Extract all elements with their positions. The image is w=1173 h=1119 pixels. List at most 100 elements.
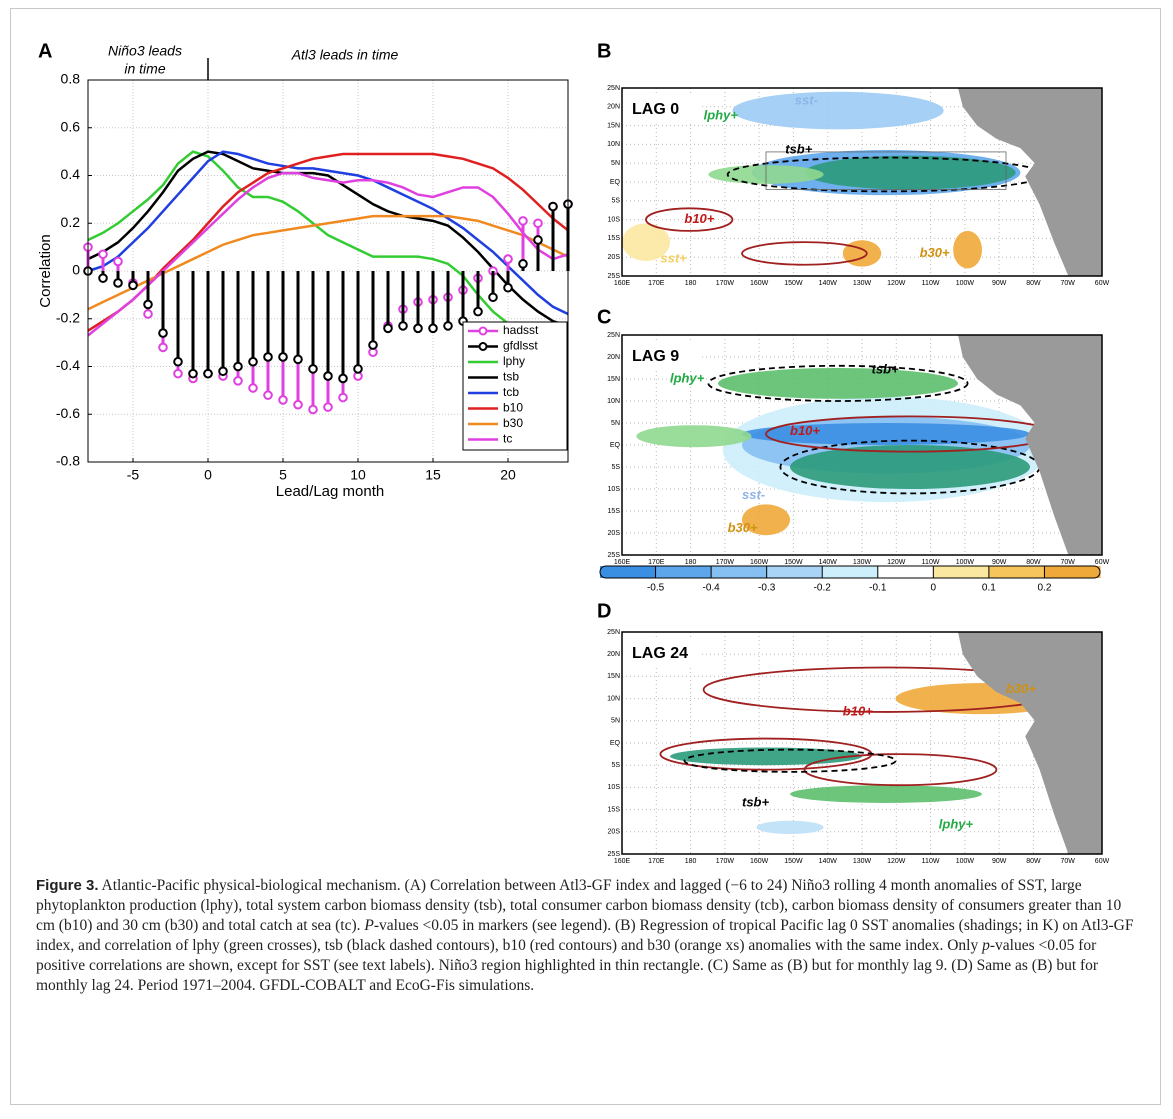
stem-marker bbox=[323, 371, 333, 381]
stem-marker bbox=[473, 306, 483, 317]
stem-marker bbox=[308, 404, 318, 415]
lon-label: 180 bbox=[685, 559, 697, 566]
lon-label: 140W bbox=[819, 280, 838, 287]
lon-label: 170E bbox=[648, 280, 665, 287]
stem-marker bbox=[248, 356, 258, 367]
stem-marker bbox=[413, 323, 423, 334]
stem-marker bbox=[143, 309, 153, 319]
x-tick-label: 5 bbox=[279, 467, 287, 483]
legend-marker bbox=[478, 326, 488, 336]
stem-marker bbox=[203, 368, 213, 379]
colorbar-segment bbox=[988, 566, 1045, 578]
map-label: sst+ bbox=[660, 251, 687, 266]
stem-marker bbox=[353, 364, 363, 374]
map-contour bbox=[803, 753, 998, 787]
map-shading bbox=[742, 423, 1030, 445]
lag-label: LAG 24 bbox=[632, 645, 688, 662]
lon-label: 180 bbox=[685, 858, 697, 865]
land bbox=[958, 88, 1102, 276]
y-tick-label: -0.4 bbox=[56, 357, 80, 373]
stem-marker bbox=[293, 354, 303, 365]
lon-label: 110W bbox=[922, 559, 940, 566]
lon-label: 130W bbox=[853, 559, 872, 566]
map-label: b10+ bbox=[790, 423, 820, 438]
x-tick-label: 20 bbox=[500, 467, 516, 483]
lon-label: 150W bbox=[784, 858, 803, 865]
lat-label: 5N bbox=[611, 160, 620, 167]
nino3-box bbox=[765, 151, 1007, 190]
caption-text: p bbox=[982, 937, 990, 954]
lon-label: 160W bbox=[750, 280, 769, 287]
legend-label: lphy bbox=[503, 354, 525, 368]
map-shading bbox=[742, 504, 790, 536]
stem-marker bbox=[428, 323, 438, 334]
y-tick-label: -0.2 bbox=[56, 309, 80, 325]
map-contour bbox=[707, 364, 969, 402]
colorbar-label: -0.4 bbox=[702, 583, 720, 594]
stem-marker bbox=[383, 323, 393, 334]
lat-label: 20S bbox=[608, 829, 621, 836]
lag-label: LAG 0 bbox=[632, 101, 679, 118]
lon-label: 80W bbox=[1026, 559, 1041, 566]
map-contour bbox=[645, 207, 734, 232]
stem-marker bbox=[98, 273, 108, 283]
caption-text: -values <0.05 for positive correlations … bbox=[36, 937, 1099, 994]
land bbox=[958, 632, 1102, 854]
map-label: lphy+ bbox=[670, 370, 705, 385]
stem-marker bbox=[158, 328, 168, 338]
y-tick-label: 0 bbox=[72, 262, 80, 278]
lon-label: 110W bbox=[922, 858, 940, 865]
colorbar-segment bbox=[711, 566, 768, 578]
lat-label: 20N bbox=[607, 104, 620, 111]
lat-label: 25N bbox=[607, 85, 620, 92]
colorbar-label: -0.5 bbox=[647, 583, 665, 594]
lon-label: 100W bbox=[956, 559, 975, 566]
colorbar-label: -0.1 bbox=[869, 583, 887, 594]
stem-marker bbox=[338, 373, 348, 384]
x-axis-label: Lead/Lag month bbox=[276, 483, 384, 500]
stem-marker bbox=[368, 340, 378, 350]
lat-label: 25N bbox=[607, 332, 620, 339]
map-frame bbox=[621, 631, 1103, 855]
colorbar-segment bbox=[600, 566, 657, 578]
map-label: tsb+ bbox=[872, 362, 900, 377]
stem-marker bbox=[293, 399, 303, 410]
lat-label: 10S bbox=[608, 784, 621, 791]
lon-label: 90W bbox=[992, 280, 1007, 287]
plot-frame bbox=[87, 79, 569, 463]
x-tick-label: -5 bbox=[127, 467, 140, 483]
stem-marker bbox=[263, 352, 273, 362]
stem-marker bbox=[398, 321, 408, 331]
lat-label: 5N bbox=[611, 718, 620, 725]
panel-letter: C bbox=[597, 306, 611, 328]
stem-marker bbox=[278, 395, 288, 405]
stem-marker bbox=[218, 366, 228, 377]
stem-marker bbox=[533, 218, 543, 229]
map-shading bbox=[790, 785, 982, 803]
lat-label: EQ bbox=[610, 442, 621, 449]
lon-label: 60W bbox=[1095, 858, 1110, 865]
colorbar-label: 0 bbox=[931, 583, 937, 594]
lat-label: 10S bbox=[608, 486, 621, 493]
panel-letter: A bbox=[38, 40, 52, 62]
lon-label: 120W bbox=[887, 858, 906, 865]
stem-marker bbox=[173, 368, 183, 379]
stem-marker bbox=[98, 249, 108, 260]
stem-marker bbox=[308, 364, 318, 374]
y-tick-label: -0.6 bbox=[56, 405, 80, 421]
stem-marker bbox=[263, 390, 273, 400]
map-contour bbox=[741, 241, 868, 266]
series-line bbox=[87, 152, 569, 332]
lat-label: 10S bbox=[608, 216, 621, 223]
colorbar-label: -0.2 bbox=[814, 583, 832, 594]
map-label: b10+ bbox=[843, 703, 873, 718]
colorbar-segment bbox=[877, 566, 934, 578]
colorbar-segment bbox=[655, 566, 712, 578]
figure-caption: Figure 3. Atlantic-Pacific physical-biol… bbox=[36, 876, 1136, 996]
lat-label: 20N bbox=[607, 651, 620, 658]
lat-label: EQ bbox=[610, 179, 621, 186]
lat-label: 10N bbox=[607, 141, 620, 148]
stem-marker bbox=[338, 392, 348, 403]
